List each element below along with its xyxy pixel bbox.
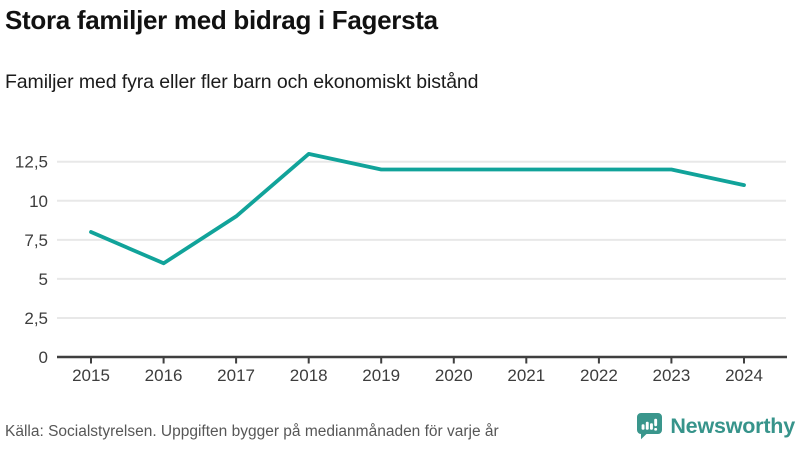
y-axis-tick-label: 0 xyxy=(39,348,48,367)
x-axis-tick-label: 2015 xyxy=(72,366,110,385)
newsworthy-logo-text: Newsworthy xyxy=(670,414,795,438)
data-line-series xyxy=(89,151,746,266)
source-note: Källa: Socialstyrelsen. Uppgiften bygger… xyxy=(5,423,499,440)
y-axis-tick-label: 2,5 xyxy=(24,309,48,328)
y-axis-tick-label: 7,5 xyxy=(24,231,48,250)
line-chart-svg: 0 2,5 5 7,5 10 12,5 2015 2016 2017 2018 2019 2020 20… xyxy=(15,151,787,385)
chart-subtitle: Familjer med fyra eller fler barn och ek… xyxy=(5,71,479,93)
y-axis-tick-label: 5 xyxy=(39,270,48,289)
x-axis-tick-label: 2024 xyxy=(725,366,763,385)
x-axis-tick-label: 2017 xyxy=(217,366,255,385)
line-chart: 0 2,5 5 7,5 10 12,5 2015 2016 2017 2018 2019 2020 20… xyxy=(0,122,800,397)
x-axis-tick-label: 2018 xyxy=(290,366,328,385)
x-axis-tick-label: 2019 xyxy=(362,366,400,385)
x-axis-tick-label: 2022 xyxy=(580,366,618,385)
y-axis-tick-label: 10 xyxy=(29,192,48,211)
chart-title: Stora familjer med bidrag i Fagersta xyxy=(5,5,438,35)
x-axis-tick-label: 2016 xyxy=(145,366,183,385)
y-axis-tick-label: 12,5 xyxy=(15,153,48,172)
x-axis-tick-label: 2020 xyxy=(435,366,473,385)
newsworthy-logo[interactable]: Newsworthy xyxy=(636,412,795,441)
x-axis-tick-label: 2023 xyxy=(652,366,690,385)
bar-chart-speech-bubble-icon xyxy=(637,413,663,440)
x-axis-tick-label: 2021 xyxy=(507,366,545,385)
